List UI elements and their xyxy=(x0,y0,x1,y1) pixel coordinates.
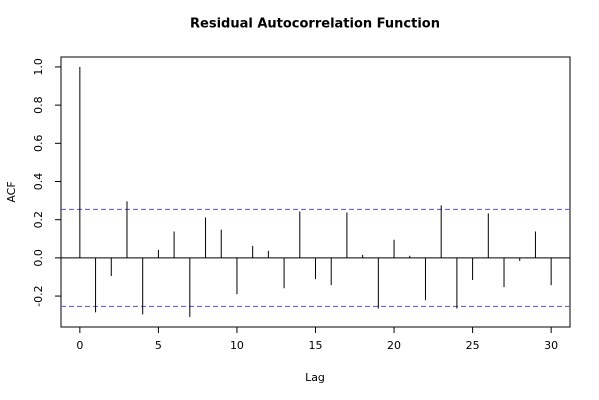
chart-title: Residual Autocorrelation Function xyxy=(190,17,440,32)
y-tick-label: 0.8 xyxy=(32,96,45,114)
x-axis-title: Lag xyxy=(305,371,325,384)
x-tick-label: 5 xyxy=(155,339,162,352)
x-tick-label: 25 xyxy=(466,339,480,352)
y-tick-label: 1.0 xyxy=(32,58,45,76)
y-tick-label: 0.0 xyxy=(32,249,45,267)
x-tick-label: 15 xyxy=(309,339,323,352)
y-tick-label: 0.6 xyxy=(32,135,45,153)
x-tick-label: 20 xyxy=(387,339,401,352)
plot-frame xyxy=(60,56,571,328)
x-tick-label: 10 xyxy=(230,339,244,352)
y-tick-label: 0.4 xyxy=(32,173,45,191)
y-axis-title: ACF xyxy=(5,181,18,202)
y-tick-label: -0.2 xyxy=(32,285,45,306)
y-tick-label: 0.2 xyxy=(32,211,45,229)
x-tick-label: 0 xyxy=(76,339,83,352)
x-tick-label: 30 xyxy=(544,339,558,352)
